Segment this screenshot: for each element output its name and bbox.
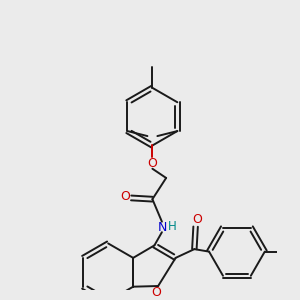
- Text: O: O: [148, 157, 157, 170]
- Text: O: O: [193, 213, 202, 226]
- Text: O: O: [120, 190, 130, 202]
- Text: H: H: [168, 220, 177, 233]
- Text: O: O: [151, 286, 161, 299]
- Text: N: N: [158, 221, 167, 234]
